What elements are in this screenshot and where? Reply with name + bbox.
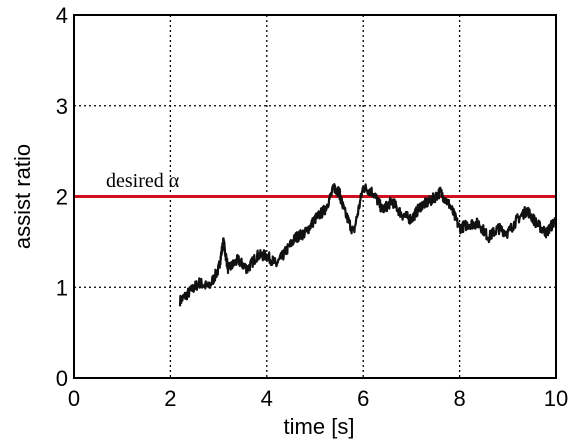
x-tick-label-1: 2 (164, 386, 176, 411)
x-tick-label-0: 0 (68, 386, 80, 411)
assist-ratio-series-line (178, 183, 558, 307)
plot-frame (73, 14, 557, 379)
y-tick-labels: 0 1 2 3 4 (56, 3, 68, 391)
y-tick-label-1: 1 (56, 275, 68, 300)
x-tick-label-4: 8 (453, 386, 465, 411)
x-tick-label-5: 10 (544, 386, 568, 411)
y-axis-label: assist ratio (10, 144, 35, 249)
y-tick-label-3: 3 (56, 94, 68, 119)
x-tick-label-2: 4 (261, 386, 273, 411)
y-tick-label-4: 4 (56, 3, 68, 28)
desired-alpha-annotation: desired α (106, 170, 180, 192)
y-tick-label-2: 2 (56, 185, 68, 210)
x-tick-label-3: 6 (357, 386, 369, 411)
x-axis-label: time [s] (284, 414, 355, 439)
y-tick-label-0: 0 (56, 366, 68, 391)
x-tick-labels: 0 2 4 6 8 10 (68, 386, 568, 411)
